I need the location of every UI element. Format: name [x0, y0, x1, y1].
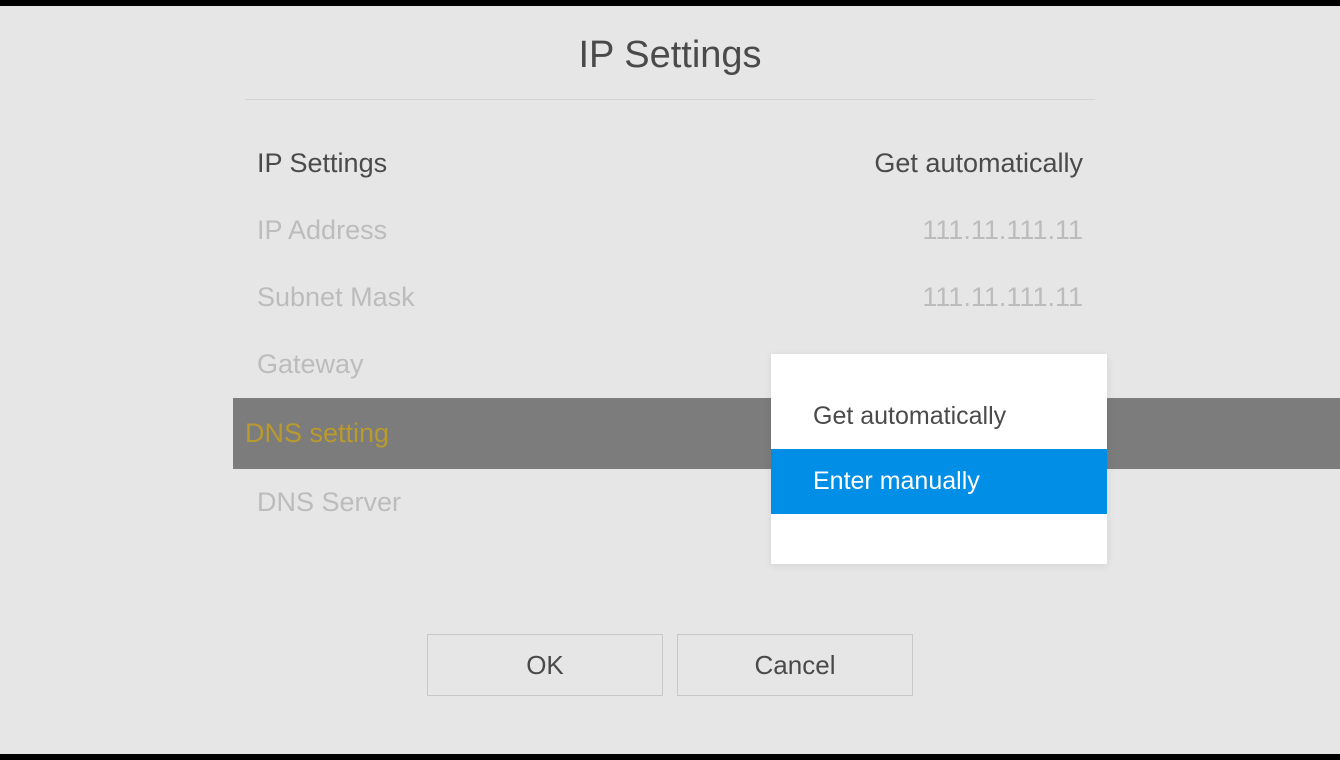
row-ip-settings[interactable]: IP Settings Get automatically [245, 130, 1095, 197]
row-label: Gateway [257, 349, 364, 380]
page-title: IP Settings [0, 6, 1340, 99]
row-value: 111.11.111.11 [922, 215, 1083, 246]
row-label: IP Settings [257, 148, 387, 179]
cancel-button[interactable]: Cancel [677, 634, 913, 696]
row-label: IP Address [257, 215, 387, 246]
row-subnet-mask: Subnet Mask 111.11.111.11 [245, 264, 1095, 331]
row-label: DNS Server [257, 487, 401, 518]
ok-button[interactable]: OK [427, 634, 663, 696]
row-value: Get automatically [874, 148, 1083, 179]
divider [245, 99, 1095, 100]
button-row: OK Cancel [427, 634, 913, 696]
dropdown-popup: Get automatically Enter manually [771, 354, 1107, 564]
settings-panel: IP Settings IP Settings Get automaticall… [0, 6, 1340, 754]
row-label: Subnet Mask [257, 282, 415, 313]
dropdown-option-manual[interactable]: Enter manually [771, 449, 1107, 514]
row-label: DNS setting [245, 418, 389, 449]
row-ip-address: IP Address 111.11.111.11 [245, 197, 1095, 264]
dropdown-option-auto[interactable]: Get automatically [771, 384, 1107, 449]
row-value: 111.11.111.11 [922, 282, 1083, 313]
